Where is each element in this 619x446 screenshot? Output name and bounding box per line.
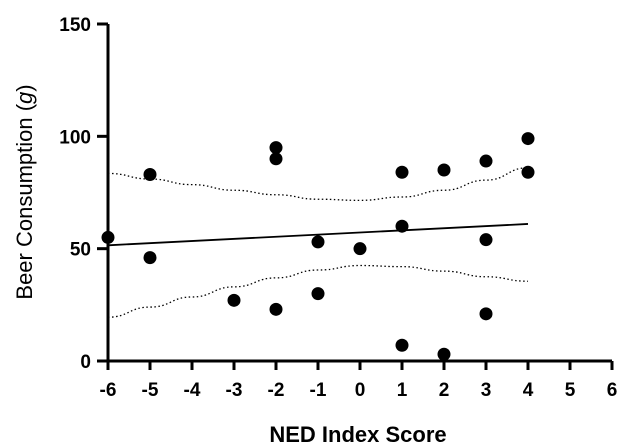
data-point xyxy=(143,168,157,182)
y-axis-title-suffix: ) xyxy=(12,84,37,91)
x-tick-label: 6 xyxy=(607,380,618,401)
x-tick-label: -5 xyxy=(142,380,159,401)
data-point xyxy=(521,132,535,146)
x-tick-label: -6 xyxy=(100,380,117,401)
data-point xyxy=(311,287,325,301)
data-point xyxy=(395,219,409,233)
data-point xyxy=(479,307,493,321)
x-tick-label: -3 xyxy=(226,380,243,401)
y-axis-title: Beer Consumption (g) xyxy=(12,84,37,299)
confidence-band-lower xyxy=(107,264,529,318)
data-point xyxy=(227,293,241,307)
data-points xyxy=(101,132,535,361)
x-tick-label: 4 xyxy=(523,380,534,401)
data-point xyxy=(143,251,157,265)
y-tick-label: 150 xyxy=(59,15,91,36)
x-tick-label: 5 xyxy=(565,380,576,401)
data-point xyxy=(269,152,283,166)
data-point xyxy=(395,338,409,352)
tick-labels: -6 -5 -4 -3 -2 -1 0 1 2 3 4 5 6 0 50 100 150 xyxy=(59,15,617,401)
data-point xyxy=(101,230,115,244)
data-point xyxy=(269,302,283,316)
x-tick-label: -1 xyxy=(310,380,327,401)
data-point xyxy=(437,347,451,361)
y-axis-title-prefix: Beer Consumption ( xyxy=(12,103,37,299)
x-tick-label: 2 xyxy=(439,380,450,401)
confidence-band xyxy=(107,167,529,318)
x-axis-title: NED Index Score xyxy=(269,422,446,446)
data-point xyxy=(479,233,493,247)
x-tick-label: 1 xyxy=(397,380,408,401)
axes xyxy=(97,22,614,370)
y-tick-label: 50 xyxy=(70,240,91,261)
regression-line-group xyxy=(107,223,529,247)
confidence-band-upper xyxy=(107,167,529,202)
y-tick-label: 0 xyxy=(80,352,91,373)
data-point xyxy=(479,154,493,168)
data-point xyxy=(353,242,367,256)
data-point xyxy=(269,141,283,155)
data-point xyxy=(521,165,535,179)
x-tick-label: 0 xyxy=(355,380,366,401)
x-tick-label: -4 xyxy=(184,380,201,401)
data-point xyxy=(395,165,409,179)
data-point xyxy=(437,163,451,177)
regression-line xyxy=(107,223,529,247)
y-tick-label: 100 xyxy=(59,127,91,148)
data-point xyxy=(311,235,325,249)
x-tick-label: 3 xyxy=(481,380,492,401)
x-tick-label: -2 xyxy=(268,380,285,401)
y-axis-title-unit: g xyxy=(12,91,37,104)
